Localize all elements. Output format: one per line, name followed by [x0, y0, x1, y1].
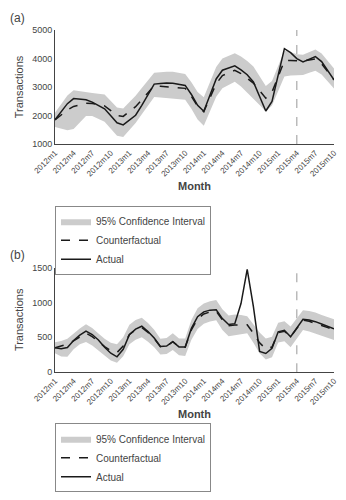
svg-text:2013m7: 2013m7	[144, 148, 171, 175]
svg-text:2000: 2000	[32, 111, 52, 121]
svg-text:2012m1: 2012m1	[32, 376, 59, 403]
svg-text:2014m7: 2014m7	[218, 376, 245, 403]
svg-text:1000: 1000	[32, 298, 52, 308]
svg-text:2013m4: 2013m4	[125, 376, 152, 403]
svg-text:2014m10: 2014m10	[234, 376, 264, 406]
svg-text:Month: Month	[178, 408, 211, 420]
svg-text:2014m7: 2014m7	[218, 148, 245, 175]
svg-text:2015m1: 2015m1	[256, 148, 283, 175]
svg-text:3000: 3000	[32, 82, 52, 92]
svg-text:500: 500	[37, 332, 52, 342]
svg-text:2013m1: 2013m1	[107, 376, 134, 403]
svg-text:Transactions: Transactions	[13, 288, 25, 351]
svg-text:2012m4: 2012m4	[51, 148, 78, 175]
svg-text:2013m7: 2013m7	[144, 376, 171, 403]
svg-text:2014m1: 2014m1	[181, 376, 208, 403]
svg-text:2015m7: 2015m7	[293, 376, 320, 403]
svg-text:2012m7: 2012m7	[70, 376, 97, 403]
svg-text:2015m10: 2015m10	[308, 148, 338, 178]
svg-text:2014m1: 2014m1	[181, 148, 208, 175]
svg-text:4000: 4000	[32, 54, 52, 64]
svg-text:2015m7: 2015m7	[293, 148, 320, 175]
svg-text:Counterfactual: Counterfactual	[96, 453, 161, 464]
svg-text:Counterfactual: Counterfactual	[96, 235, 161, 246]
svg-text:2015m10: 2015m10	[308, 376, 338, 406]
svg-text:2014m4: 2014m4	[200, 376, 227, 403]
svg-text:1500: 1500	[32, 263, 52, 273]
svg-text:2014m4: 2014m4	[200, 148, 227, 175]
svg-text:2012m10: 2012m10	[85, 148, 115, 178]
svg-text:Transactions: Transactions	[13, 55, 25, 118]
svg-text:1000: 1000	[32, 139, 52, 149]
svg-text:(b): (b)	[10, 248, 25, 262]
svg-text:Actual: Actual	[96, 254, 124, 265]
svg-text:2013m1: 2013m1	[107, 148, 134, 175]
svg-text:2013m4: 2013m4	[125, 148, 152, 175]
svg-text:2012m7: 2012m7	[70, 148, 97, 175]
svg-text:(a): (a)	[10, 11, 25, 25]
svg-text:95% Confidence Interval: 95% Confidence Interval	[96, 434, 205, 445]
svg-text:2012m1: 2012m1	[32, 148, 59, 175]
svg-text:Month: Month	[178, 180, 211, 192]
svg-text:2015m4: 2015m4	[274, 148, 301, 175]
svg-text:2012m10: 2012m10	[85, 376, 115, 406]
svg-text:2014m10: 2014m10	[234, 148, 264, 178]
svg-text:2012m4: 2012m4	[51, 376, 78, 403]
svg-text:2013m10: 2013m10	[159, 148, 189, 178]
svg-text:95% Confidence Interval: 95% Confidence Interval	[96, 216, 205, 227]
svg-text:5000: 5000	[32, 25, 52, 35]
svg-text:2013m10: 2013m10	[159, 376, 189, 406]
svg-text:2015m4: 2015m4	[274, 376, 301, 403]
svg-text:Actual: Actual	[96, 472, 124, 483]
svg-text:2015m1: 2015m1	[256, 376, 283, 403]
svg-text:0: 0	[47, 367, 52, 377]
